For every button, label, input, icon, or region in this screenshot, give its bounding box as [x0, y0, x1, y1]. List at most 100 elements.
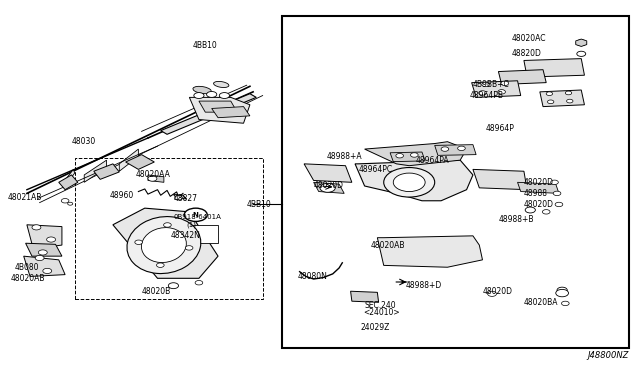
Circle shape [479, 91, 486, 95]
Circle shape [148, 176, 157, 181]
Text: 48964P: 48964P [486, 124, 515, 133]
Polygon shape [435, 145, 476, 155]
Circle shape [410, 153, 418, 157]
Polygon shape [576, 39, 587, 46]
Text: 48964PB: 48964PB [470, 91, 504, 100]
Text: J48800NZ: J48800NZ [588, 351, 629, 360]
Polygon shape [524, 59, 584, 77]
Circle shape [550, 180, 558, 185]
Circle shape [441, 147, 449, 151]
Polygon shape [94, 164, 119, 179]
Text: 48030: 48030 [72, 137, 96, 146]
Text: 48020D: 48020D [314, 182, 344, 190]
Polygon shape [401, 280, 409, 283]
Polygon shape [189, 97, 250, 123]
Circle shape [546, 92, 552, 96]
Polygon shape [113, 208, 218, 278]
Text: 48342N: 48342N [170, 231, 200, 240]
Polygon shape [26, 243, 62, 256]
Circle shape [168, 283, 179, 289]
Bar [282, 16, 629, 349]
Polygon shape [351, 291, 379, 302]
Polygon shape [304, 164, 352, 182]
Circle shape [175, 196, 182, 200]
Polygon shape [125, 155, 154, 169]
Circle shape [557, 287, 567, 293]
Text: 48020AC: 48020AC [511, 34, 546, 43]
Circle shape [207, 92, 217, 97]
Polygon shape [540, 90, 584, 107]
Text: 48020AA: 48020AA [135, 170, 170, 179]
Text: 48820D: 48820D [511, 49, 541, 58]
Circle shape [157, 263, 164, 267]
Polygon shape [62, 169, 75, 188]
Text: 48988+B: 48988+B [499, 215, 534, 224]
Text: 48964PA: 48964PA [415, 155, 449, 165]
Polygon shape [161, 94, 256, 134]
Polygon shape [212, 107, 250, 118]
Circle shape [135, 240, 143, 244]
Circle shape [576, 40, 586, 46]
Text: (1): (1) [186, 221, 196, 228]
Text: 48020AB: 48020AB [11, 274, 45, 283]
Text: N: N [193, 212, 198, 218]
Circle shape [555, 202, 563, 207]
Text: 4BB10: 4BB10 [246, 200, 271, 209]
Text: 48988: 48988 [524, 189, 548, 198]
Circle shape [547, 100, 554, 104]
Circle shape [458, 146, 465, 151]
Circle shape [320, 183, 335, 192]
Circle shape [501, 81, 509, 86]
Bar [75, 158, 262, 299]
Circle shape [32, 225, 41, 230]
Bar [164, 225, 218, 243]
Polygon shape [27, 225, 62, 249]
Circle shape [488, 291, 497, 296]
Polygon shape [390, 152, 425, 161]
Polygon shape [314, 182, 344, 193]
Circle shape [195, 280, 203, 285]
Circle shape [577, 51, 586, 57]
Text: 0B918-6401A: 0B918-6401A [173, 214, 221, 220]
Circle shape [498, 90, 506, 94]
Ellipse shape [193, 86, 211, 94]
Circle shape [47, 237, 56, 242]
Polygon shape [365, 142, 467, 166]
Circle shape [553, 191, 561, 196]
Polygon shape [148, 175, 164, 182]
Polygon shape [472, 81, 521, 97]
Circle shape [38, 250, 47, 255]
Circle shape [43, 268, 52, 273]
Polygon shape [473, 169, 527, 190]
Polygon shape [173, 195, 186, 199]
Polygon shape [24, 256, 65, 276]
Text: 48020D: 48020D [524, 200, 554, 209]
Circle shape [184, 208, 207, 221]
Text: 48020AB: 48020AB [371, 241, 406, 250]
Text: 48080N: 48080N [298, 272, 328, 281]
Text: 48021AB: 48021AB [8, 193, 42, 202]
Circle shape [561, 301, 569, 306]
Text: 48020D: 48020D [524, 178, 554, 187]
Polygon shape [355, 160, 473, 201]
Ellipse shape [127, 217, 201, 273]
Text: 48020B: 48020B [141, 287, 171, 296]
Circle shape [35, 256, 44, 260]
Polygon shape [59, 175, 78, 190]
Circle shape [186, 246, 193, 250]
Text: 4B080: 4B080 [14, 263, 38, 272]
Polygon shape [119, 149, 138, 171]
Text: 48988+A: 48988+A [326, 152, 362, 161]
Circle shape [68, 202, 73, 205]
Polygon shape [378, 236, 483, 267]
Text: 48960: 48960 [109, 191, 134, 200]
Circle shape [61, 199, 69, 203]
Ellipse shape [141, 228, 186, 263]
Text: 48827: 48827 [173, 195, 197, 203]
Circle shape [542, 210, 550, 214]
Text: 48964PC: 48964PC [358, 165, 392, 174]
Ellipse shape [394, 173, 425, 192]
Text: 48020D: 48020D [483, 287, 513, 296]
Text: 24029Z: 24029Z [360, 323, 390, 331]
Circle shape [396, 154, 403, 158]
